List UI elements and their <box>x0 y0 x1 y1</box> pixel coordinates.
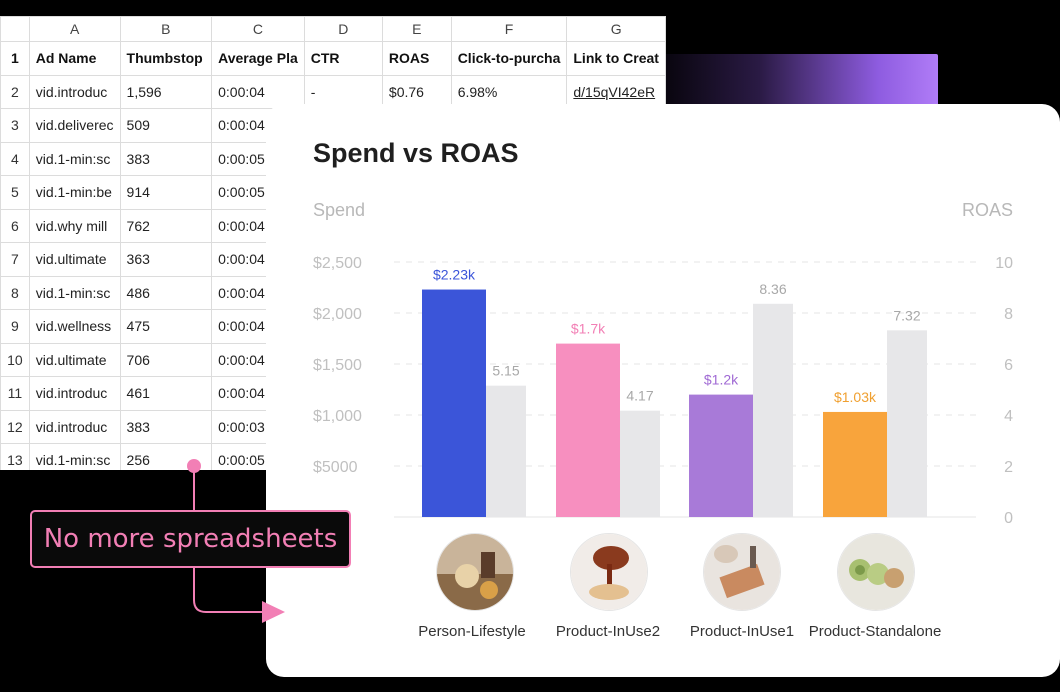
callout-box: No more spreadsheets <box>30 510 351 568</box>
table-cell[interactable]: 1,596 <box>119 74 213 109</box>
column-letter[interactable]: E <box>381 16 452 42</box>
column-letter[interactable]: D <box>303 16 383 42</box>
category-label: Person-Lifestyle <box>418 623 526 640</box>
right-tick-label: 8 <box>1004 306 1013 323</box>
table-cell[interactable]: 383 <box>119 409 213 444</box>
spend-bar <box>823 411 887 517</box>
header-cell[interactable]: CTR <box>303 41 383 76</box>
column-letter[interactable]: C <box>211 16 305 42</box>
table-cell[interactable]: vid.1-min:sc <box>28 443 121 470</box>
column-letter[interactable]: A <box>28 16 121 42</box>
table-cell[interactable]: 0:00:04 <box>211 74 305 109</box>
row-number[interactable]: 13 <box>0 443 30 470</box>
thumbnail-product-inuse2[interactable] <box>570 533 648 611</box>
category-label: Product-InUse2 <box>555 623 661 640</box>
sauce-pour-photo-icon <box>571 534 647 610</box>
row-number[interactable]: 1 <box>0 41 30 76</box>
roas-data-label: 4.17 <box>626 388 653 404</box>
thumbnail-person-lifestyle[interactable] <box>436 533 514 611</box>
spend-data-label: $1.03k <box>834 389 877 405</box>
row-number[interactable]: 5 <box>0 175 30 210</box>
food-table-photo-icon <box>437 534 513 610</box>
left-tick-label: $1,500 <box>313 357 362 374</box>
roas-bar <box>486 385 526 517</box>
table-cell[interactable]: vid.ultimate <box>28 242 121 277</box>
column-letter[interactable]: F <box>450 16 568 42</box>
right-axis-title: ROAS <box>961 200 1013 220</box>
left-tick-label: $1,000 <box>313 408 362 425</box>
category-label: Product-InUse1 <box>689 623 795 640</box>
bar-chart: $5000 $1,000 $1,500 $2,000 $2,500 0 2 4 6 8 10 $2.2… <box>313 255 1013 527</box>
roas-data-label: 5.15 <box>492 363 519 379</box>
right-tick-label: 0 <box>1004 510 1013 527</box>
column-letter-row: A B C D E F G <box>0 16 666 42</box>
thumbnail-product-inuse1[interactable] <box>703 533 781 611</box>
left-tick-label: $2,500 <box>313 255 362 272</box>
roas-data-label: 8.36 <box>759 281 786 297</box>
left-axis-title: Spend <box>313 200 366 220</box>
roas-bar <box>620 410 660 517</box>
thumbnail-product-standalone[interactable] <box>837 533 915 611</box>
table-cell[interactable]: vid.1-min:sc <box>28 275 121 310</box>
table-cell[interactable]: vid.why mill <box>28 208 121 243</box>
table-cell[interactable]: 509 <box>119 108 213 143</box>
category-label: Product-Standalone <box>808 623 942 640</box>
left-tick-label: $5000 <box>313 459 358 476</box>
spend-data-label: $1.2k <box>704 372 739 388</box>
cutting-board-photo-icon <box>704 534 780 610</box>
row-number[interactable]: 9 <box>0 309 30 344</box>
table-cell[interactable]: 383 <box>119 141 213 176</box>
chart-title: Spend vs ROAS <box>313 138 519 168</box>
arrowhead-icon <box>262 601 285 623</box>
bowls-photo-icon <box>838 534 914 610</box>
spend-data-label: $2.23k <box>433 267 476 283</box>
right-tick-label: 2 <box>1004 459 1013 476</box>
link-cell[interactable]: d/15qVI42eR <box>566 74 666 109</box>
spend-data-label: $1.7k <box>571 321 606 337</box>
right-tick-label: 10 <box>995 255 1013 272</box>
header-row: 1 Ad Name Thumbstop Average Pla CTR ROAS… <box>0 41 666 76</box>
roas-data-label: 7.32 <box>893 307 920 323</box>
chart-card: Spend vs ROAS Spend ROAS $5000 $1,000 $1,5… <box>266 104 1060 677</box>
spend-bar <box>556 343 620 517</box>
spreadsheet-table: A B C D E F G 1 Ad Name Thumbstop Averag… <box>0 16 666 470</box>
right-tick-label: 6 <box>1004 357 1013 374</box>
table-cell[interactable]: 486 <box>119 275 213 310</box>
connector-line-bottom <box>193 568 266 613</box>
right-tick-label: 4 <box>1004 408 1013 425</box>
header-cell[interactable]: Thumbstop <box>119 41 213 76</box>
row-number[interactable]: 2 <box>0 74 30 109</box>
header-cell[interactable]: ROAS <box>381 41 452 76</box>
roas-bar <box>887 330 927 517</box>
spend-bar <box>422 289 486 517</box>
roas-bar <box>753 303 793 517</box>
corner-cell[interactable] <box>0 16 30 42</box>
left-tick-label: $2,000 <box>313 306 362 323</box>
header-cell[interactable]: Click-to-purcha <box>450 41 568 76</box>
spend-bar <box>689 394 753 517</box>
table-cell[interactable]: - <box>303 74 383 109</box>
table-cell[interactable]: vid.introduc <box>28 409 121 444</box>
column-letter[interactable]: G <box>566 16 666 42</box>
table-cell[interactable]: vid.ultimate <box>28 342 121 377</box>
table-cell[interactable]: 475 <box>119 309 213 344</box>
